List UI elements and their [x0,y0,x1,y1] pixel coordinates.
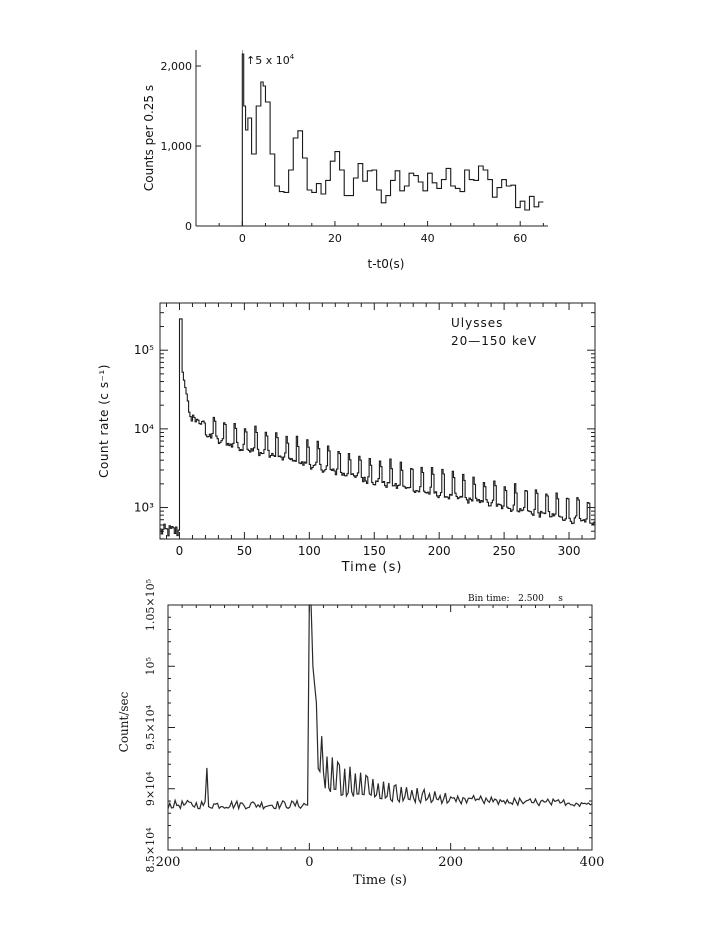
panel-3-lightcurve: 8.5×10⁴ 9×10⁴ 9.5×10⁴ 10⁵ 1.05×10⁵ 200 0 200 40… [117,579,604,888]
p2-y-label: Count rate (c s⁻¹) [97,364,111,478]
p1-y-tick-label: 0 [185,220,192,233]
p2-x-tick-label: 150 [363,544,386,558]
p2-frame [159,302,596,540]
p1-x-tick-label: 40 [421,232,435,245]
p3-y-tick-label: 1.05×10⁵ [144,579,157,631]
panel-2-lightcurve: 10³ 10⁴ 10⁵ 0 50 100 150 200 250 300 Ulysses 20—… [97,302,596,575]
p3-y-tick-label: 9×10⁴ [144,771,157,806]
p2-x-tick-label: 100 [298,544,321,558]
p1-series-line [237,53,544,227]
p1-x-label: t-t0(s) [368,257,405,271]
panel-1-lightcurve: 0 1,000 2,000 0 20 40 60 ↑5 x 104 Counts per … [142,50,548,271]
p1-annotation: ↑5 x 104 [246,53,295,67]
p2-y-tick-label: 10⁴ [134,422,154,436]
p2-x-label: Time (s) [341,560,403,575]
p2-series-line [160,318,596,537]
p3-bin-time: Bin time: 2.500 s [468,594,563,604]
p1-x-tick-label: 20 [328,232,342,245]
p2-legend-energy: 20—150 keV [451,334,537,348]
p2-y-tick-label: 10³ [134,501,154,515]
p1-x-tick-label: 60 [513,232,527,245]
p1-y-label: Counts per 0.25 s [142,85,156,191]
p3-x-tick-label: 200 [156,855,181,870]
p3-y-label: Count/sec [117,691,131,752]
p3-y-tick-label: 10⁵ [144,657,157,675]
p2-x-tick-label: 50 [237,544,252,558]
p1-y-tick-label: 1,000 [161,140,193,153]
p3-y-tick-label: 9.5×10⁴ [144,704,157,750]
p3-x-tick-label: 0 [305,855,313,870]
p3-x-label: Time (s) [353,873,407,888]
p2-y-tick-label: 10⁵ [134,343,154,357]
p1-y-tick-label: 2,000 [161,60,193,73]
p3-frame [167,604,593,851]
p3-x-tick-label: 200 [438,855,463,870]
p1-x-tick-label: 0 [239,232,246,245]
p2-x-tick-label: 200 [428,544,451,558]
p3-x-tick-label: 400 [580,855,605,870]
p2-legend-mission: Ulysses [451,316,503,330]
p2-x-tick-label: 300 [558,544,581,558]
p3-y-tick-label: 8.5×10⁴ [144,827,157,873]
p2-x-tick-label: 250 [493,544,516,558]
p2-x-tick-label: 0 [176,544,184,558]
p3-series-line [167,604,593,811]
